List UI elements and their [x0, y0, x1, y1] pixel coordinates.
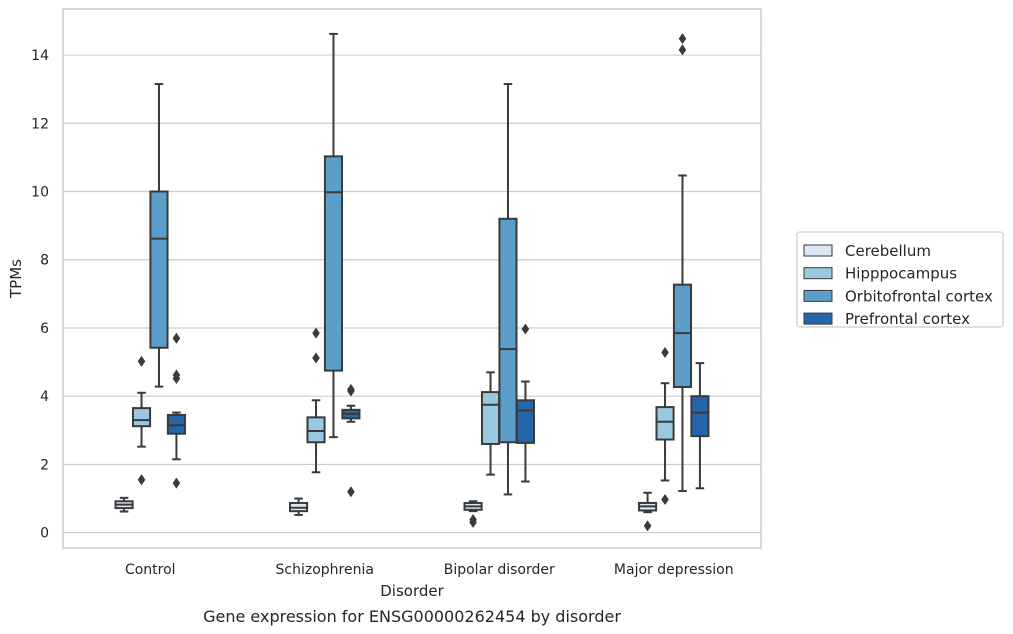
y-tick-label: 2 [40, 457, 49, 473]
x-tick-label: Bipolar disorder [444, 562, 555, 578]
x-axis-title: Disorder [380, 582, 444, 600]
box-orbitofrontal-cortex [672, 33, 693, 493]
y-tick-label: 12 [31, 116, 49, 132]
iqr-box [480, 391, 501, 445]
iqr-box [672, 283, 693, 388]
legend: Cerebellum Hipppocampus Orbitofrontal cort… [796, 231, 1004, 328]
box-cerebellum [289, 497, 309, 516]
legend-frame [796, 231, 1004, 328]
legend-swatch [803, 267, 833, 280]
iqr-box [690, 395, 710, 438]
outlier-point [172, 372, 181, 384]
iqr-box [131, 407, 152, 428]
legend-swatch [803, 244, 833, 257]
plot-frame [62, 8, 762, 549]
x-tick-label: Control [125, 562, 176, 578]
outlier-point [312, 327, 320, 339]
outlier-point [661, 494, 669, 506]
box-hipppocampus [306, 327, 326, 474]
box-hipppocampus [655, 347, 675, 506]
y-axis-title: TPMs [7, 259, 25, 299]
outlier-point [137, 355, 146, 367]
box-orbitofrontal-cortex [323, 32, 344, 439]
iqr-box [498, 217, 518, 444]
x-tick-labels: Control Schizophrenia Bipolar disorder Majo… [125, 562, 734, 578]
outlier-point [678, 33, 687, 45]
outlier-point [347, 486, 355, 498]
y-tick-labels: 0 2 4 6 8 10 12 14 [31, 48, 49, 542]
box-prefrontal-cortex [515, 323, 535, 483]
outlier-point [521, 323, 530, 335]
box-hipppocampus [131, 355, 152, 486]
iqr-box [149, 190, 169, 349]
y-tick-label: 10 [31, 185, 49, 201]
box-prefrontal-cortex [166, 332, 186, 489]
outlier-point [172, 332, 181, 344]
box-cerebellum [463, 500, 483, 528]
outlier-point [312, 352, 320, 364]
outlier-point [678, 44, 687, 56]
outlier-point [137, 474, 146, 486]
legend-label: Cerebellum [845, 242, 931, 260]
legend-swatch [803, 289, 833, 302]
box-hipppocampus [480, 371, 501, 476]
box-cerebellum [638, 491, 658, 532]
y-tick-label: 8 [40, 253, 49, 269]
iqr-box [515, 399, 535, 444]
box-orbitofrontal-cortex [149, 83, 169, 388]
iqr-box [306, 416, 326, 444]
y-tick-label: 4 [40, 389, 49, 405]
iqr-box [655, 406, 675, 441]
box-prefrontal-cortex [690, 362, 710, 490]
y-tick-label: 0 [40, 526, 49, 542]
x-tick-label: Major depression [614, 562, 734, 578]
outlier-point [661, 347, 669, 359]
box-prefrontal-cortex [341, 383, 361, 498]
legend-label: Prefrontal cortex [845, 310, 970, 328]
box-orbitofrontal-cortex [498, 83, 518, 496]
legend-label: Hipppocampus [845, 265, 957, 283]
x-tick-label: Schizophrenia [276, 562, 374, 578]
outlier-point [347, 385, 355, 397]
boxplot-layer [114, 32, 710, 532]
box-cerebellum [114, 496, 134, 513]
y-tick-label: 6 [40, 321, 49, 337]
iqr-box [323, 155, 344, 372]
y-tick-label: 14 [31, 48, 49, 64]
legend-label: Orbitofrontal cortex [845, 287, 993, 305]
outlier-point [469, 514, 477, 526]
outlier-point [643, 520, 652, 532]
legend-swatch [803, 312, 833, 325]
gridlines [63, 54, 761, 534]
figure-caption: Gene expression for ENSG00000262454 by d… [203, 607, 621, 626]
outlier-point [172, 477, 181, 489]
